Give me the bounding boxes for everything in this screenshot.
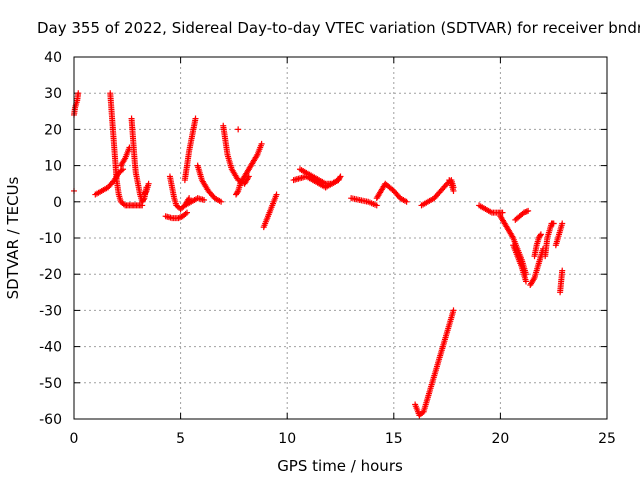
y-tick-label: -10: [39, 231, 62, 247]
y-tick-label: 20: [44, 122, 62, 138]
data-point: [218, 198, 225, 205]
data-point: [75, 90, 82, 97]
x-tick-label: 0: [70, 431, 79, 447]
data-point: [522, 278, 529, 285]
data-point: [234, 189, 241, 196]
data-point: [145, 180, 152, 187]
x-tick-label: 5: [176, 431, 185, 447]
x-tick-label: 15: [385, 431, 403, 447]
y-tick-label: -30: [39, 303, 62, 319]
data-point: [537, 232, 544, 239]
y-tick-label: 10: [44, 159, 62, 175]
data-point: [537, 231, 544, 238]
data-point: [559, 220, 566, 227]
data-point: [201, 196, 208, 203]
y-tick-label: -50: [39, 376, 62, 392]
x-axis-label: GPS time / hours: [277, 457, 403, 475]
data-point: [120, 166, 127, 173]
data-point: [550, 220, 557, 227]
y-tick-label: -40: [39, 340, 62, 356]
data-point: [192, 115, 199, 122]
y-tick-label: -20: [39, 267, 62, 283]
data-point: [337, 173, 344, 180]
data-points: [71, 90, 566, 419]
y-axis-label: SDTVAR / TECUs: [4, 176, 22, 299]
data-point: [447, 179, 454, 186]
y-tick-label: 30: [44, 86, 62, 102]
y-tick-label: 40: [44, 50, 62, 66]
y-tick-label: -60: [39, 412, 62, 428]
data-point: [273, 191, 280, 198]
data-point: [235, 126, 242, 133]
data-point: [142, 189, 149, 196]
y-tick-label: 0: [53, 195, 62, 211]
data-point: [450, 307, 457, 314]
axis-ticks: 0 5 10 15 20 25 -60 -50 -40 -30 -20 -10 0 10 20 30 40: [39, 50, 616, 447]
x-tick-label: 20: [491, 431, 509, 447]
x-tick-label: 25: [598, 431, 616, 447]
data-point: [499, 209, 506, 216]
data-point: [183, 209, 190, 216]
data-point: [336, 174, 343, 181]
data-point: [559, 267, 566, 274]
data-point: [450, 187, 457, 194]
data-point: [403, 198, 410, 205]
data-point: [258, 140, 265, 147]
plot-frame: [73, 56, 608, 420]
data-point: [373, 202, 380, 209]
x-tick-label: 10: [278, 431, 296, 447]
chart-title: Day 355 of 2022, Sidereal Day-to-day VTE…: [37, 19, 640, 37]
grid: [74, 57, 607, 419]
data-point: [525, 207, 532, 214]
data-point: [140, 196, 147, 203]
